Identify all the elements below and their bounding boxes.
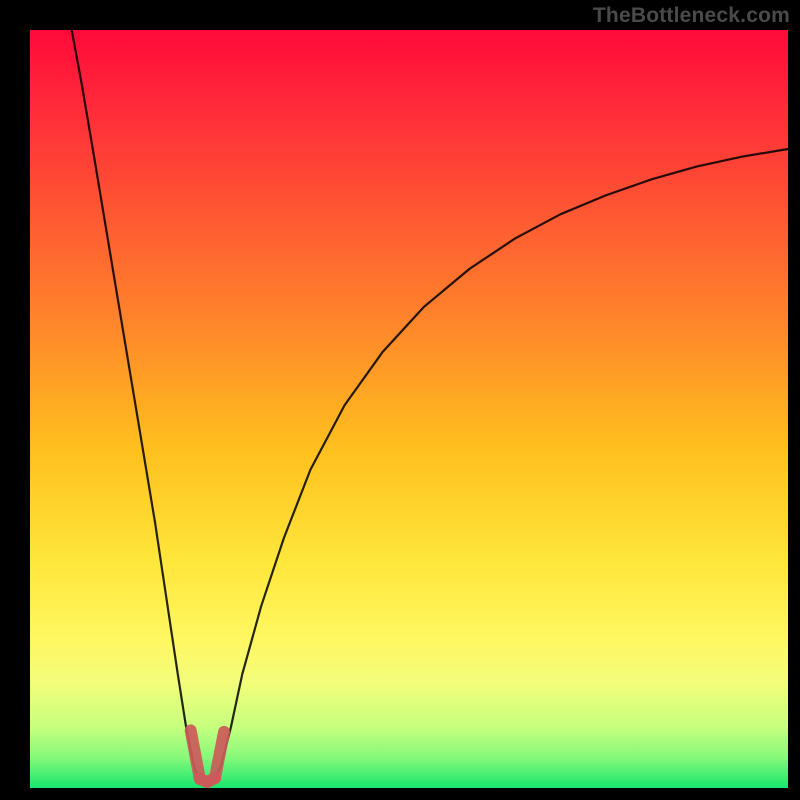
bottleneck-chart [0, 0, 800, 800]
gradient-plot-area [30, 30, 788, 788]
watermark-text: TheBottleneck.com [593, 4, 790, 28]
